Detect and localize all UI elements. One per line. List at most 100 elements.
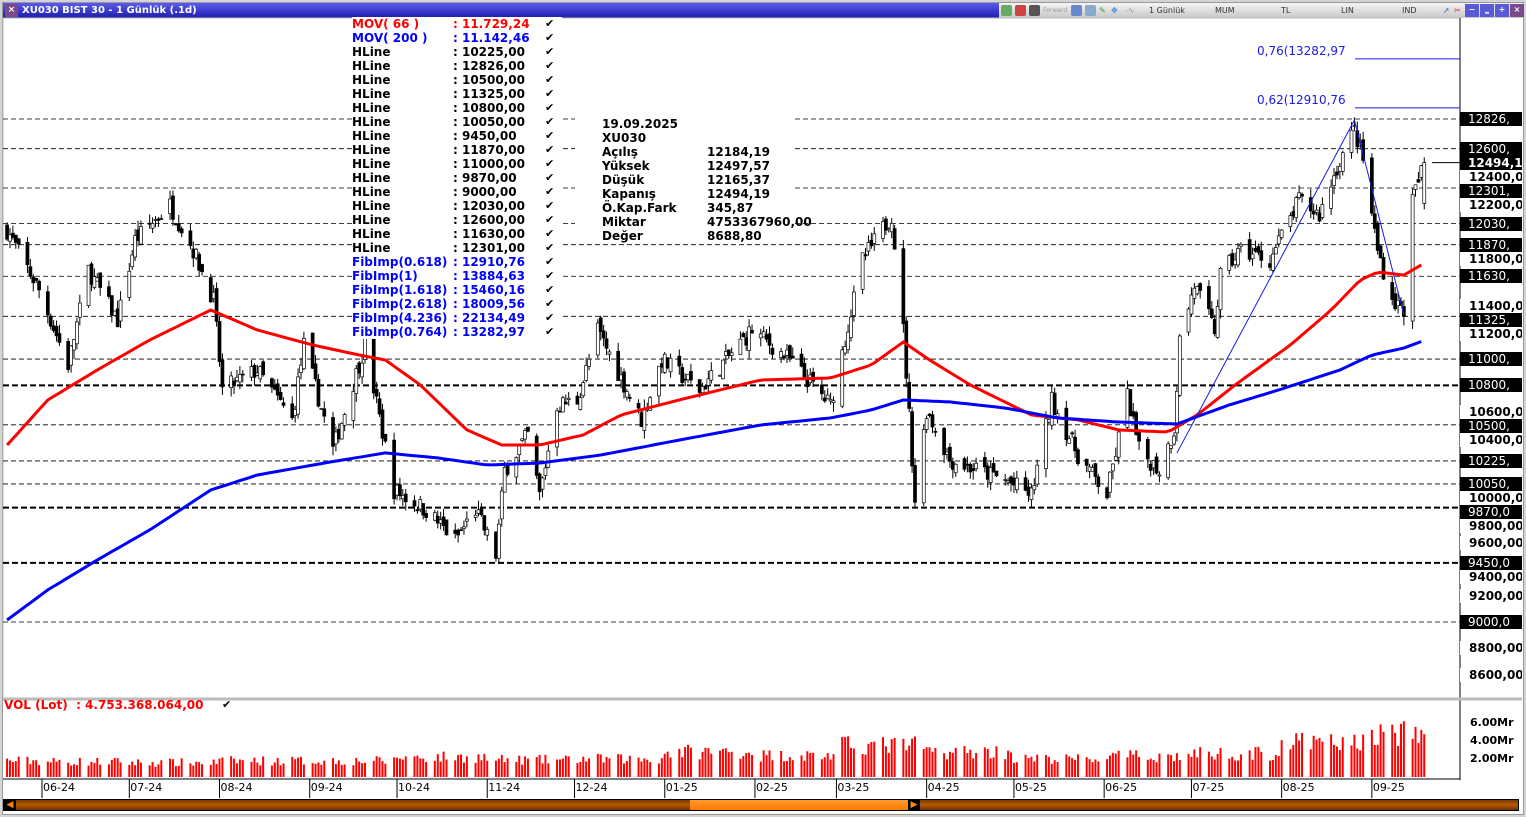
candle bbox=[275, 383, 280, 396]
minimize-button[interactable]: − bbox=[1465, 4, 1479, 17]
check-icon[interactable]: ✔ bbox=[545, 73, 555, 86]
chart-type-selector[interactable]: MUM bbox=[1215, 6, 1235, 15]
wave-icon[interactable]: -∿ bbox=[1125, 6, 1135, 15]
legend-row: FibImp(0.764): 13282,97 ✔ bbox=[352, 325, 562, 339]
volume-bar bbox=[1036, 754, 1039, 777]
volume-bar bbox=[1402, 721, 1405, 777]
candle bbox=[991, 463, 996, 473]
candle bbox=[1192, 287, 1197, 299]
candle bbox=[985, 465, 990, 480]
candle bbox=[907, 381, 912, 409]
candle bbox=[313, 363, 318, 380]
volume-bar bbox=[1271, 760, 1274, 777]
candle bbox=[1032, 485, 1037, 491]
close-icon[interactable]: × bbox=[5, 4, 18, 17]
legend-row: HLine: 11000,00 ✔ bbox=[352, 157, 562, 171]
hline-value-label: 10225, bbox=[1460, 453, 1522, 468]
check-icon[interactable]: ✔ bbox=[545, 185, 555, 198]
check-icon[interactable]: ✔ bbox=[545, 269, 555, 282]
volume-bar bbox=[518, 755, 521, 777]
check-icon[interactable]: ✔ bbox=[545, 87, 555, 100]
candle bbox=[982, 457, 987, 468]
volume-bar bbox=[617, 754, 620, 777]
scrollbar-thumb[interactable] bbox=[690, 800, 912, 810]
volume-tick-label: 4.00Mr bbox=[1470, 734, 1514, 747]
volume-bar bbox=[151, 762, 154, 777]
volume-bar bbox=[1149, 758, 1152, 777]
candle bbox=[526, 426, 530, 432]
check-icon[interactable]: ✔ bbox=[545, 101, 555, 114]
check-icon[interactable]: ✔ bbox=[545, 59, 555, 72]
time-scrollbar[interactable]: ◀ ▶ bbox=[3, 799, 1519, 811]
volume-bar bbox=[378, 757, 381, 777]
volume-bar bbox=[780, 750, 783, 777]
tools-icon[interactable]: ✂ bbox=[1454, 6, 1461, 15]
candle bbox=[208, 277, 213, 303]
draw-tool-icon[interactable] bbox=[1029, 5, 1040, 16]
candle bbox=[1314, 209, 1319, 213]
check-icon[interactable]: ✔ bbox=[545, 297, 555, 310]
hline-value-label: 12030, bbox=[1460, 216, 1522, 231]
scroll-right-icon[interactable]: ▶ bbox=[908, 800, 920, 810]
scroll-left-icon[interactable]: ◀ bbox=[4, 800, 16, 810]
restore-button[interactable]: ‗ bbox=[1480, 4, 1494, 17]
candle bbox=[92, 276, 97, 288]
grid-icon[interactable] bbox=[1071, 5, 1082, 16]
candle bbox=[107, 286, 111, 297]
candle bbox=[57, 333, 62, 343]
volume-bar bbox=[107, 764, 110, 777]
fib-trendline[interactable] bbox=[1176, 118, 1405, 454]
check-icon[interactable]: ✔ bbox=[545, 325, 555, 338]
info-row: Değer 8688,80 bbox=[602, 229, 795, 243]
candle bbox=[872, 233, 877, 244]
candle bbox=[540, 477, 545, 490]
volume-bar bbox=[320, 764, 323, 777]
volume-bar bbox=[628, 755, 631, 777]
indicator-icon[interactable] bbox=[1001, 5, 1012, 16]
currency-selector[interactable]: TL bbox=[1281, 6, 1291, 15]
check-icon[interactable]: ✔ bbox=[545, 241, 555, 254]
check-icon[interactable]: ✔ bbox=[545, 227, 555, 240]
check-icon[interactable]: ✔ bbox=[545, 283, 555, 296]
indicator-selector[interactable]: IND bbox=[1402, 6, 1417, 15]
candle bbox=[1317, 212, 1322, 222]
candle bbox=[34, 278, 39, 281]
move-icon[interactable]: ✥ bbox=[1111, 6, 1118, 15]
volume-bar bbox=[948, 751, 951, 777]
forward-button[interactable]: Forward bbox=[1043, 7, 1068, 14]
close-button[interactable]: × bbox=[1510, 4, 1524, 17]
check-icon[interactable]: ✔ bbox=[545, 45, 555, 58]
volume-check-icon[interactable]: ✔ bbox=[222, 698, 232, 711]
compare-icon[interactable] bbox=[1085, 5, 1096, 16]
check-icon[interactable]: ✔ bbox=[545, 143, 555, 156]
y-tick-label: 10000,00 bbox=[1460, 490, 1522, 505]
check-icon[interactable]: ✔ bbox=[545, 213, 555, 226]
check-icon[interactable]: ✔ bbox=[545, 171, 555, 184]
check-icon[interactable]: ✔ bbox=[545, 31, 555, 44]
pencil-icon[interactable]: ✎ bbox=[1099, 6, 1106, 15]
candle bbox=[77, 302, 82, 318]
volume-bar bbox=[1106, 759, 1109, 777]
check-icon[interactable]: ✔ bbox=[545, 157, 555, 170]
scale-selector[interactable]: LIN bbox=[1341, 6, 1354, 15]
volume-bar bbox=[1175, 753, 1178, 777]
check-icon[interactable]: ✔ bbox=[545, 129, 555, 142]
check-icon[interactable]: ✔ bbox=[545, 255, 555, 268]
volume-bar bbox=[745, 753, 748, 777]
check-icon[interactable]: ✔ bbox=[545, 115, 555, 128]
maximize-button[interactable]: + bbox=[1495, 4, 1509, 17]
check-icon[interactable]: ✔ bbox=[545, 199, 555, 212]
volume-bar bbox=[87, 765, 90, 777]
check-icon[interactable]: ✔ bbox=[545, 311, 555, 324]
volume-bar bbox=[294, 759, 297, 777]
candle bbox=[948, 446, 952, 462]
title-bar: × XU030 BIST 30 - 1 Günlük (.1d) Forward… bbox=[3, 3, 1524, 18]
candle bbox=[790, 355, 795, 359]
template-icon[interactable] bbox=[1015, 5, 1026, 16]
volume-bar bbox=[809, 753, 812, 777]
period-selector[interactable]: 1 Günlük bbox=[1149, 6, 1185, 15]
check-icon[interactable]: ✔ bbox=[545, 17, 555, 30]
candle bbox=[115, 308, 120, 328]
arrow-icon[interactable]: ➚ bbox=[1443, 6, 1450, 15]
candle bbox=[290, 403, 295, 419]
